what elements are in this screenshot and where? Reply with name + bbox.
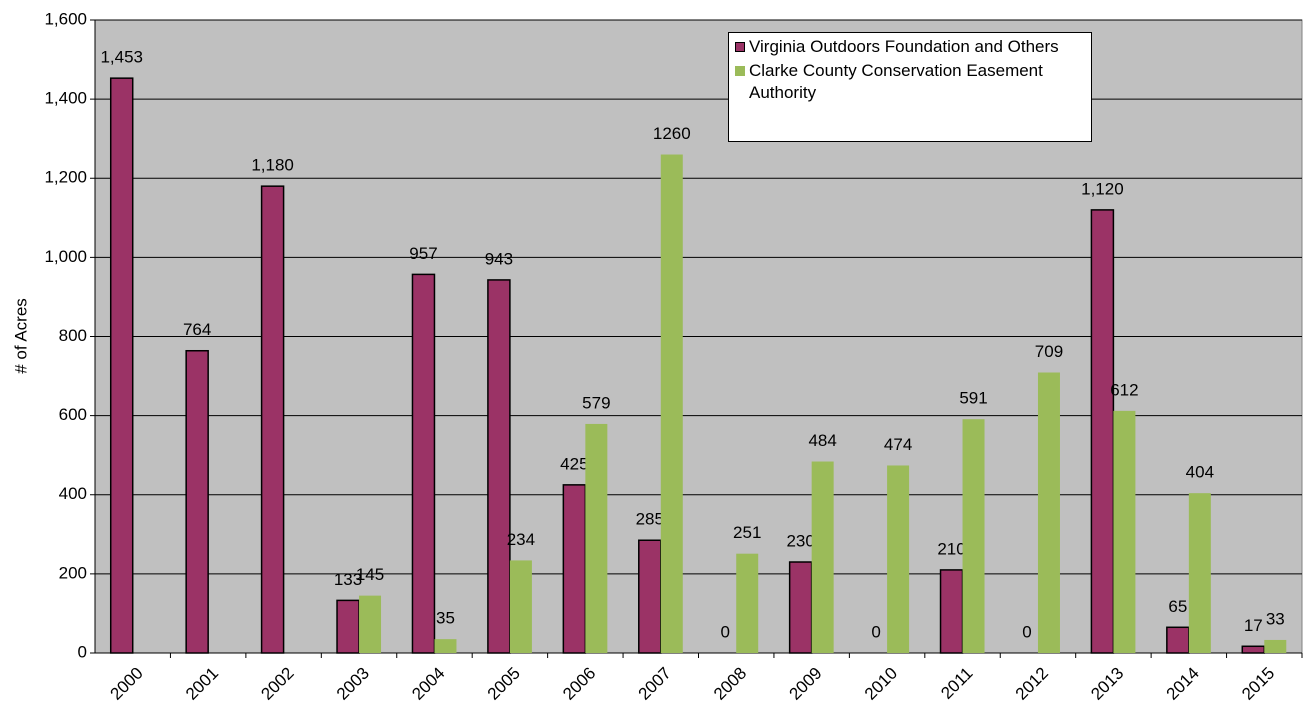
x-tick-label: 2003	[333, 664, 373, 704]
bar	[638, 539, 662, 654]
data-label: 591	[959, 389, 987, 408]
data-label: 484	[808, 431, 836, 450]
data-label: 0	[1022, 622, 1031, 641]
x-tick-label: 2010	[861, 664, 901, 704]
y-tick-label: 200	[59, 563, 87, 582]
data-label: 612	[1110, 380, 1138, 399]
bar	[660, 154, 683, 653]
bar	[1090, 209, 1115, 654]
bar	[487, 279, 511, 654]
bar	[1113, 410, 1136, 653]
x-tick-label: 2013	[1087, 664, 1127, 704]
x-tick-label: 2012	[1012, 664, 1052, 704]
bar	[562, 484, 587, 654]
data-label: 474	[884, 435, 912, 454]
bar	[1241, 645, 1266, 654]
x-tick-label: 2015	[1238, 664, 1278, 704]
bar	[434, 639, 457, 653]
data-label: 404	[1186, 463, 1214, 482]
y-tick-label: 1,600	[44, 9, 87, 28]
bar	[359, 595, 382, 653]
data-label: 17	[1244, 616, 1263, 635]
bar	[939, 569, 964, 654]
data-label: 133	[334, 570, 362, 589]
data-label: 579	[582, 393, 610, 412]
bar	[887, 465, 910, 653]
bar	[962, 419, 985, 653]
y-tick-label: 400	[59, 484, 87, 503]
data-label: 709	[1035, 342, 1063, 361]
legend-label: Clarke County Conservation Easement Auth…	[749, 61, 1043, 102]
x-tick-label: 2001	[182, 664, 222, 704]
bar	[185, 349, 209, 654]
x-tick-label: 2006	[559, 664, 599, 704]
legend-swatch	[735, 66, 745, 76]
y-tick-label: 600	[59, 405, 87, 424]
data-label: 234	[507, 530, 535, 549]
y-tick-label: 1,200	[44, 168, 87, 187]
bar	[509, 560, 532, 653]
x-tick-label: 2005	[484, 664, 524, 704]
x-tick-label: 2011	[937, 664, 976, 703]
data-label: 1,180	[251, 156, 294, 175]
data-label: 1260	[653, 124, 691, 143]
legend-item: Virginia Outdoors Foundation and Others	[733, 36, 1087, 58]
x-tick-label: 2000	[107, 664, 147, 704]
data-label: 145	[356, 565, 384, 584]
bar	[411, 273, 436, 654]
bar	[109, 77, 134, 654]
bar	[1166, 626, 1190, 654]
data-label: 35	[436, 609, 455, 628]
data-label: 230	[786, 531, 814, 550]
x-tick-label: 2002	[257, 664, 297, 704]
data-label: 285	[636, 510, 664, 529]
x-tick-label: 2014	[1163, 664, 1203, 704]
legend: Virginia Outdoors Foundation and Others C…	[728, 32, 1092, 142]
data-label: 425	[560, 454, 588, 473]
legend-swatch	[735, 42, 745, 52]
x-tick-label: 2008	[710, 664, 750, 704]
legend-item: Clarke County Conservation Easement Auth…	[733, 60, 1087, 104]
x-tick-label: 2004	[408, 664, 448, 704]
data-label: 764	[183, 320, 211, 339]
bar	[585, 423, 608, 653]
y-tick-label: 0	[78, 642, 87, 661]
bar	[1188, 493, 1211, 653]
bar	[788, 561, 813, 654]
data-label: 0	[871, 622, 880, 641]
bar	[260, 185, 285, 654]
data-label: 210	[937, 539, 965, 558]
data-label: 943	[485, 249, 513, 268]
y-tick-label: 800	[59, 326, 87, 345]
bar	[811, 461, 834, 653]
y-tick-label: 1,000	[44, 247, 87, 266]
data-label: 1,453	[100, 48, 143, 67]
bar	[1037, 372, 1060, 653]
legend-label: Virginia Outdoors Foundation and Others	[749, 37, 1059, 56]
bar	[336, 599, 360, 654]
data-label: 0	[720, 622, 729, 641]
data-label: 33	[1266, 609, 1285, 628]
x-tick-label: 2009	[785, 664, 825, 704]
data-label: 65	[1168, 597, 1187, 616]
y-axis-label: # of Acres	[11, 298, 30, 374]
bar	[736, 553, 759, 653]
data-label: 251	[733, 523, 761, 542]
bar	[1264, 639, 1287, 653]
data-label: 957	[409, 244, 437, 263]
y-tick-label: 1,400	[44, 89, 87, 108]
data-label: 1,120	[1081, 179, 1124, 198]
x-tick-label: 2007	[635, 664, 675, 704]
